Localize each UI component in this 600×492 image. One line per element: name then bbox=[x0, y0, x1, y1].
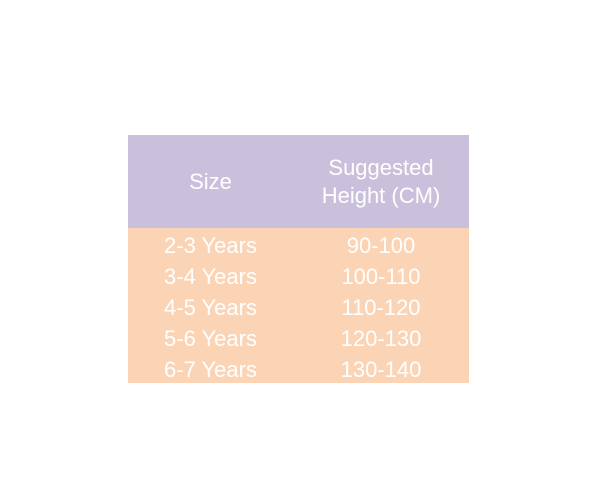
table-row: 3-4 Years 100-110 bbox=[128, 261, 469, 292]
table-row: 4-5 Years 110-120 bbox=[128, 292, 469, 323]
table-row: 5-6 Years 120-130 bbox=[128, 323, 469, 354]
height-cell: 120-130 bbox=[340, 325, 422, 351]
height-cell: 100-110 bbox=[341, 263, 421, 289]
height-cell: 90-100 bbox=[346, 232, 416, 258]
table-body: 2-3 Years 90-100 3-4 Years 100-110 4-5 Y… bbox=[128, 228, 469, 383]
table-row: 6-7 Years 130-140 bbox=[128, 354, 469, 385]
size-cell: 2-3 Years bbox=[164, 232, 257, 258]
table-header: Size Suggested Height (CM) bbox=[128, 135, 469, 228]
size-chart-table: Size Suggested Height (CM) 2-3 Years 90-… bbox=[128, 135, 469, 383]
size-cell: 5-6 Years bbox=[164, 325, 257, 351]
height-cell: 130-140 bbox=[340, 356, 422, 382]
header-height: Suggested Height (CM) bbox=[293, 154, 469, 210]
height-cell: 110-120 bbox=[341, 294, 421, 320]
header-size: Size bbox=[189, 168, 232, 194]
size-cell: 3-4 Years bbox=[164, 263, 257, 289]
header-height-line1: Suggested bbox=[328, 154, 434, 180]
header-height-line2: Height (CM) bbox=[321, 182, 441, 208]
size-cell: 4-5 Years bbox=[164, 294, 257, 320]
size-cell: 6-7 Years bbox=[164, 356, 257, 382]
table-row: 2-3 Years 90-100 bbox=[128, 230, 469, 261]
